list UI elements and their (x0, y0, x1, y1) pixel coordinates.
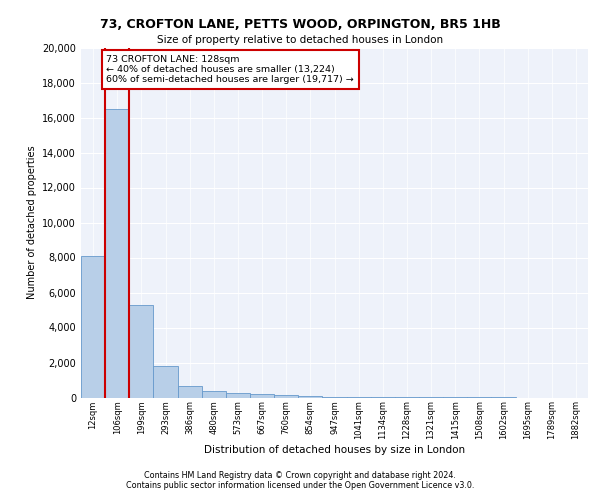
Bar (226, 393, 250, 398)
Bar (322, 397, 347, 398)
Bar (298, 396, 322, 398)
Bar (81, 256, 105, 398)
Text: Size of property relative to detached houses in London: Size of property relative to detached ho… (157, 35, 443, 45)
Text: 73 CROFTON LANE: 128sqm
← 40% of detached houses are smaller (13,224)
60% of sem: 73 CROFTON LANE: 128sqm ← 40% of detache… (106, 54, 354, 84)
Bar (129, 304, 154, 398)
Text: Contains HM Land Registry data © Crown copyright and database right 2024.: Contains HM Land Registry data © Crown c… (144, 471, 456, 480)
Bar (178, 386, 202, 398)
Bar (105, 109, 129, 398)
Bar (274, 395, 298, 398)
Text: 73, CROFTON LANE, PETTS WOOD, ORPINGTON, BR5 1HB: 73, CROFTON LANE, PETTS WOOD, ORPINGTON,… (100, 18, 500, 30)
Text: Contains public sector information licensed under the Open Government Licence v3: Contains public sector information licen… (126, 481, 474, 490)
Bar (154, 366, 178, 398)
Bar (250, 394, 274, 398)
Y-axis label: Number of detached properties: Number of detached properties (27, 146, 37, 300)
X-axis label: Distribution of detached houses by size in London: Distribution of detached houses by size … (204, 445, 465, 455)
Bar (202, 392, 226, 398)
